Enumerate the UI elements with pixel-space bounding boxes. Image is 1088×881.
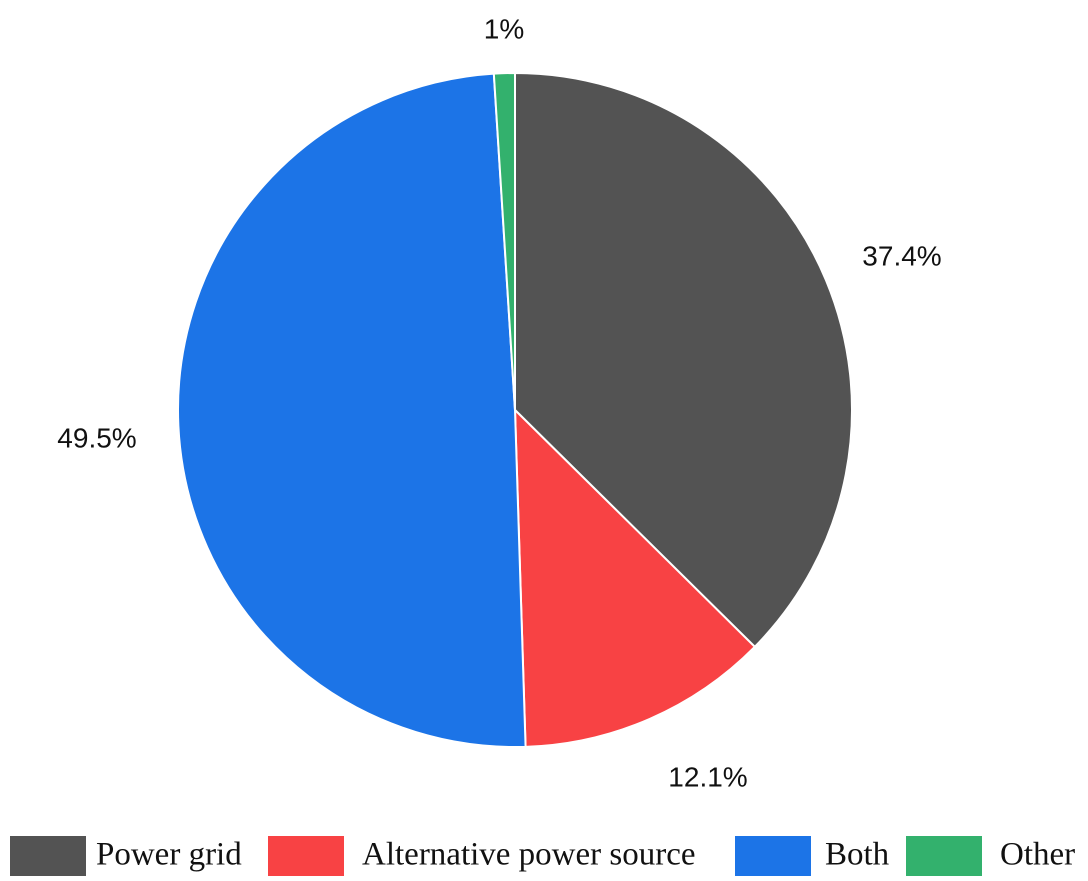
legend-item-power-grid: Power grid — [10, 836, 242, 876]
slice-alternative-power-source — [513, 407, 757, 748]
data-label-other: 1% — [484, 13, 524, 44]
legend-swatch-other — [906, 836, 982, 876]
legend-label-alternative-power-source: Alternative power source — [362, 837, 696, 873]
legend-label-power-grid: Power grid — [96, 837, 242, 873]
data-label-alternative-power-source: 12.1% — [668, 761, 747, 792]
pie-slices — [177, 71, 853, 748]
pie-labels: 37.4% 12.1% 49.5% 1% — [57, 13, 941, 792]
slice-power-grid — [514, 71, 853, 649]
legend-swatch-both — [735, 836, 811, 876]
data-label-power-grid: 37.4% — [862, 240, 941, 271]
legend-item-other: Other — [906, 836, 1075, 876]
legend-item-alternative-power-source: Alternative power source — [268, 836, 696, 876]
legend: Power grid Alternative power source Both Ot… — [10, 836, 1075, 876]
data-label-both: 49.5% — [57, 422, 136, 453]
legend-label-other: Other — [1000, 837, 1075, 873]
slice-both — [177, 72, 527, 748]
legend-swatch-alternative-power-source — [268, 836, 344, 876]
legend-label-both: Both — [825, 837, 890, 873]
legend-item-both: Both — [735, 836, 890, 876]
slice-other — [492, 71, 516, 411]
legend-swatch-power-grid — [10, 836, 86, 876]
